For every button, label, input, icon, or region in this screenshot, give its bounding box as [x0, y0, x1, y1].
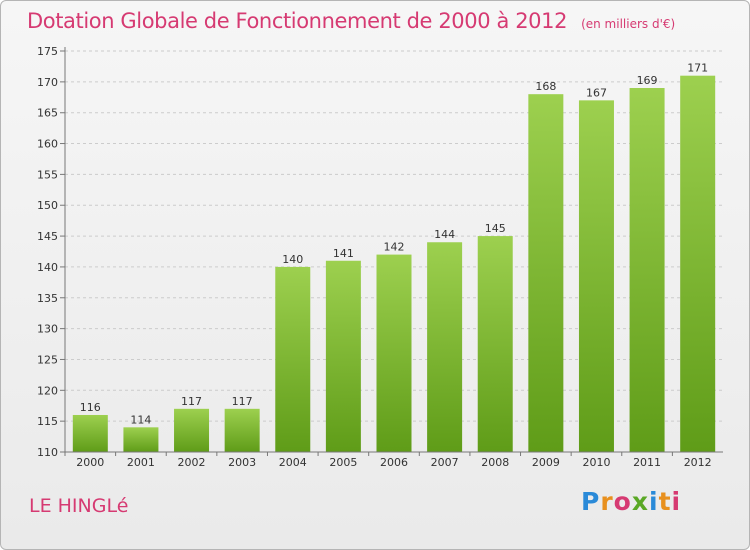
proxiti-logo: Proxiti	[581, 487, 681, 516]
x-tick-label: 2009	[532, 456, 560, 469]
bar	[680, 75, 716, 452]
bar-value-label: 117	[181, 395, 202, 408]
y-tick-label: 120	[37, 384, 58, 397]
bar	[275, 266, 311, 452]
bar-value-label: 140	[282, 253, 303, 266]
bar-value-label: 116	[80, 401, 101, 414]
place-name: LE HINGLé	[29, 495, 129, 517]
x-tick-label: 2010	[582, 456, 610, 469]
x-tick-label: 2008	[481, 456, 509, 469]
x-tick-label: 2002	[178, 456, 206, 469]
y-tick-label: 170	[37, 76, 58, 89]
bar-value-label: 142	[384, 241, 405, 254]
y-tick-label: 175	[37, 45, 58, 58]
logo-letter: i	[649, 487, 659, 516]
x-tick-label: 2011	[633, 456, 661, 469]
x-tick-label: 2000	[76, 456, 104, 469]
y-tick-label: 155	[37, 168, 58, 181]
y-tick-label: 110	[37, 446, 58, 459]
bar	[427, 242, 463, 452]
logo-letter: r	[600, 487, 614, 516]
bar	[629, 88, 665, 452]
bar-value-label: 168	[535, 80, 556, 93]
axis-layer: 110 115 120 125 130 135 140 145 150 155 160 165 170 1…	[37, 45, 723, 469]
bar	[376, 254, 412, 452]
y-tick-label: 160	[37, 138, 58, 151]
y-tick-label: 115	[37, 415, 58, 428]
bar-value-label: 141	[333, 247, 354, 260]
bar	[477, 236, 513, 452]
y-tick-label: 145	[37, 230, 58, 243]
bar-value-label: 171	[687, 62, 708, 75]
x-tick-label: 2005	[329, 456, 357, 469]
x-tick-label: 2006	[380, 456, 408, 469]
logo-letter: x	[631, 487, 649, 516]
bar	[174, 408, 210, 452]
x-tick-label: 2003	[228, 456, 256, 469]
bar-layer: 116 114 117 117 140 141 142 144 145 168 167 169 171	[72, 62, 716, 452]
y-tick-label: 130	[37, 323, 58, 336]
chart-title: Dotation Globale de Fonctionnement de 20…	[27, 9, 675, 33]
y-tick-label: 125	[37, 353, 58, 366]
chart-unit: (en milliers d'€)	[581, 17, 676, 31]
bar	[72, 414, 108, 452]
bar	[325, 260, 361, 452]
logo-letter: o	[613, 487, 632, 516]
bar	[224, 408, 260, 452]
logo-letter: t	[658, 487, 672, 516]
bar-value-label: 169	[637, 74, 658, 87]
logo-letter: i	[671, 487, 682, 516]
logo-letter: P	[581, 487, 601, 516]
bar-value-label: 167	[586, 86, 607, 99]
bar	[528, 94, 564, 452]
y-tick-label: 140	[37, 261, 58, 274]
y-tick-label: 150	[37, 199, 58, 212]
y-tick-label: 165	[37, 107, 58, 120]
bar-value-label: 117	[232, 395, 253, 408]
x-tick-label: 2001	[127, 456, 155, 469]
x-tick-label: 2012	[684, 456, 712, 469]
bar-value-label: 114	[130, 413, 151, 426]
x-tick-label: 2007	[431, 456, 459, 469]
chart-title-text: Dotation Globale de Fonctionnement de 20…	[27, 9, 568, 33]
bar-value-label: 144	[434, 228, 455, 241]
x-tick-label: 2004	[279, 456, 307, 469]
bar	[578, 100, 614, 452]
y-tick-label: 135	[37, 292, 58, 305]
bar-value-label: 145	[485, 222, 506, 235]
bar	[123, 427, 159, 452]
